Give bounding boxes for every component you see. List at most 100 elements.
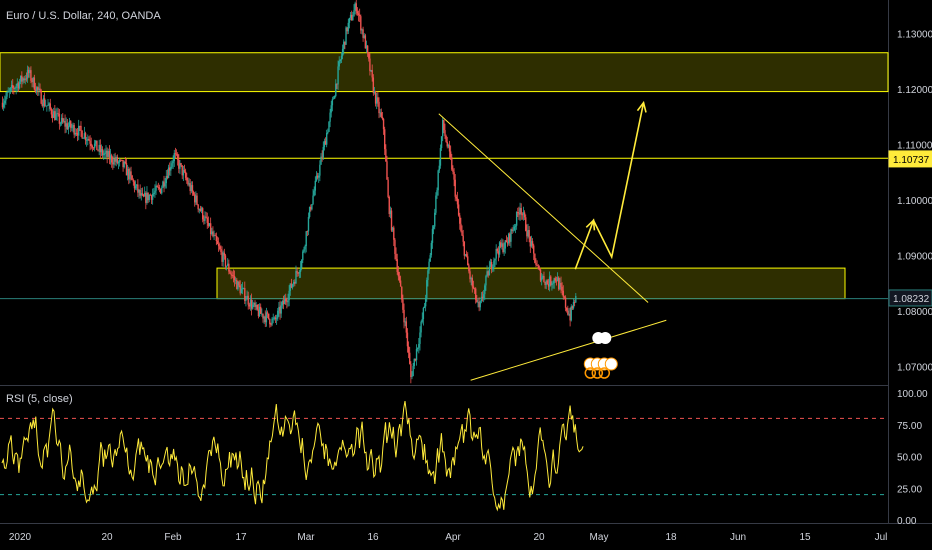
candle-body — [509, 233, 511, 242]
candle-body — [346, 27, 348, 32]
candle-body — [451, 157, 453, 170]
candle-body — [519, 208, 521, 215]
candle-body — [42, 98, 45, 106]
candle-body — [261, 313, 263, 315]
candle-body — [416, 347, 419, 349]
candle-body — [479, 301, 481, 308]
candle-body — [331, 99, 334, 106]
candle-body — [352, 16, 354, 21]
candle-body — [249, 299, 252, 307]
price-tick-label: 1.08000 — [897, 307, 932, 318]
candle-body — [265, 312, 268, 323]
candle-body — [421, 319, 423, 322]
rsi-tick-label: 25.00 — [897, 484, 922, 495]
price-badge-1 — [888, 289, 932, 307]
candle-body — [521, 214, 524, 216]
candle-body — [198, 208, 200, 210]
candle-body — [440, 136, 443, 149]
candle-body — [118, 159, 121, 162]
candle-body — [90, 143, 92, 146]
candle-body — [128, 168, 130, 180]
candle-body — [96, 140, 98, 151]
candle-body — [341, 48, 344, 56]
candle-body — [8, 90, 11, 92]
candle-body — [205, 216, 207, 218]
candle-body — [353, 10, 355, 17]
candle-body — [373, 91, 376, 93]
candle-body — [209, 223, 212, 235]
time-tick-label: Mar — [297, 532, 315, 543]
candle-body — [418, 343, 420, 348]
candle-body — [473, 288, 476, 290]
candle-body — [272, 318, 274, 320]
candle-body — [65, 123, 67, 127]
candle-body — [126, 168, 129, 176]
candle-body — [471, 277, 473, 287]
candle-body — [481, 296, 484, 299]
candle-body — [163, 181, 165, 187]
candle-body — [489, 262, 492, 267]
candle-body — [18, 81, 21, 89]
candle-body — [109, 155, 112, 160]
candle-body — [515, 212, 518, 226]
candle-body — [32, 77, 34, 82]
candle-body — [420, 321, 422, 333]
candle-body — [204, 216, 206, 221]
candle-body — [217, 243, 220, 247]
candle-body — [531, 241, 534, 246]
candle-body — [172, 161, 174, 164]
candle-body — [232, 275, 235, 277]
candle-body — [289, 283, 291, 291]
candle-body — [150, 195, 153, 200]
candle-body — [279, 306, 281, 314]
candle-body — [142, 194, 145, 197]
candle-body — [68, 121, 71, 127]
candle-body — [492, 266, 494, 270]
candle-body — [283, 298, 286, 305]
candle-body — [504, 240, 506, 249]
candle-body — [544, 282, 546, 286]
candle-body — [174, 153, 177, 155]
candle-body — [59, 123, 62, 125]
candle-body — [66, 123, 69, 130]
candle-body — [403, 309, 405, 323]
candle-body — [211, 231, 213, 235]
candle-body — [263, 316, 265, 319]
candle-body — [124, 161, 127, 164]
candle-body — [415, 348, 418, 361]
candle-body — [194, 194, 196, 203]
rsi-title: RSI (5, close) — [6, 393, 73, 405]
candle-body — [388, 196, 390, 215]
candle-body — [469, 271, 471, 280]
candle-body — [45, 105, 47, 107]
candle-body — [107, 151, 109, 157]
candle-body — [527, 229, 529, 237]
candle-body — [159, 188, 162, 194]
candle-body — [236, 279, 238, 290]
candle-body — [257, 309, 260, 317]
candle-body — [304, 246, 306, 250]
candle-body — [281, 300, 284, 306]
trend-line-0 — [438, 113, 649, 303]
candle-body — [556, 277, 559, 282]
time-tick-label: May — [590, 532, 609, 543]
candle-body — [322, 146, 324, 158]
candle-body — [116, 157, 119, 164]
candle-body — [323, 141, 326, 147]
candle-body — [343, 41, 345, 49]
candle-body — [10, 85, 13, 88]
candle-body — [156, 185, 158, 188]
candle-body — [546, 280, 549, 284]
candle-body — [407, 346, 410, 353]
candle-body — [15, 85, 17, 89]
candle-body — [38, 88, 40, 90]
candle-body — [200, 208, 203, 212]
candle-body — [476, 299, 478, 303]
candle-body — [122, 159, 124, 168]
candle-body — [447, 145, 450, 147]
candle-body — [120, 159, 122, 161]
event-dot-icon — [591, 367, 604, 379]
candle-body — [213, 235, 215, 237]
candle-body — [333, 95, 336, 99]
